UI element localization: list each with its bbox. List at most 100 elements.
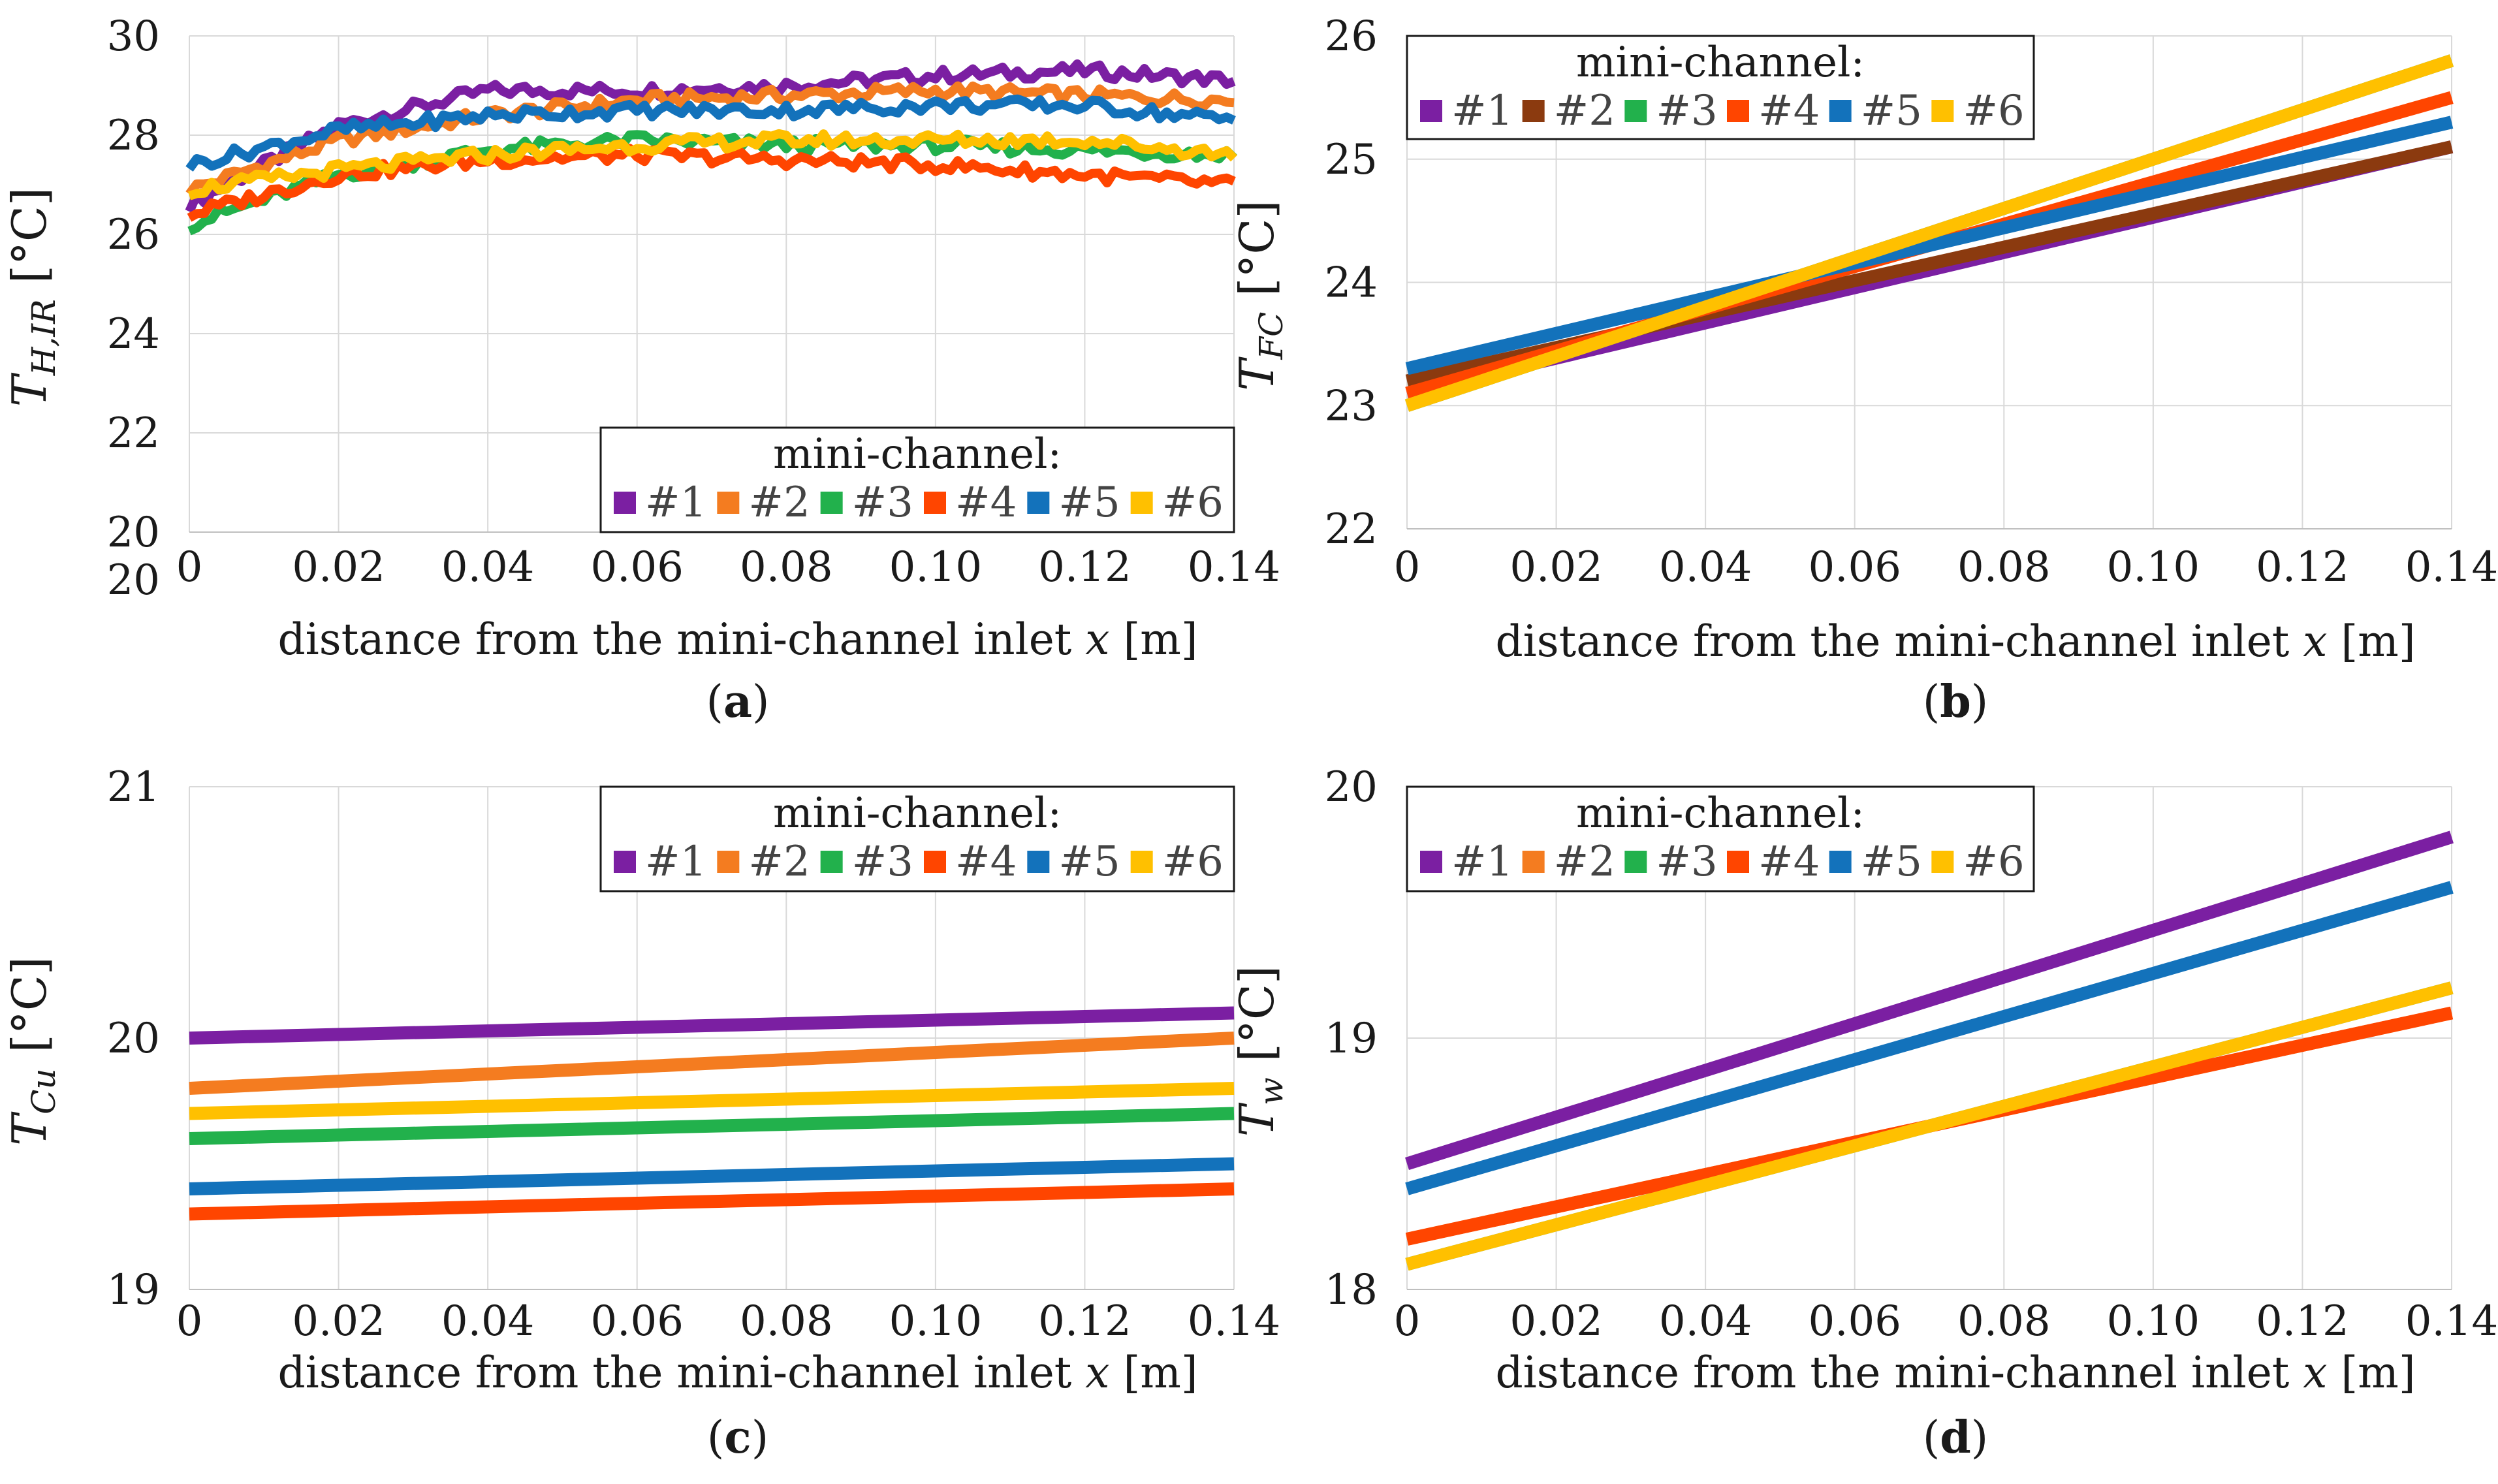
series-line-6 — [1405, 981, 2454, 1271]
series-line-4 — [189, 1182, 1235, 1221]
y-tick-label: 22 — [1325, 505, 1378, 554]
legend-swatch — [1420, 100, 1442, 122]
legend-label: #1 — [1451, 838, 1513, 886]
legend-swatch — [1130, 851, 1153, 873]
y-tick-label: 20 — [107, 1015, 160, 1063]
legend-label: #5 — [1861, 838, 1922, 886]
y-axis-title-symbol: T — [1229, 356, 1284, 391]
x-axis-title-text: distance from the mini-channel inlet — [1495, 1348, 2303, 1398]
y-axis-title-symbol: T — [2, 372, 57, 407]
legend-swatch — [1522, 100, 1545, 122]
legend-label: #4 — [1758, 838, 1820, 886]
series-line-6 — [189, 1082, 1235, 1120]
legend-title: mini-channel: — [773, 789, 1062, 838]
x-tick-label: 0.04 — [441, 1297, 535, 1346]
x-axis-title-text: distance from the mini-channel inlet — [1495, 616, 2303, 667]
y-tick-label: 19 — [107, 1266, 160, 1314]
panel-letter: d — [1940, 1412, 1971, 1464]
legend-label: #3 — [852, 838, 913, 886]
series-line-3 — [189, 1107, 1235, 1145]
x-tick-label: 0.12 — [2256, 1297, 2349, 1346]
x-tick-label: 0.06 — [590, 1297, 684, 1346]
panel-label: (b) — [1923, 676, 1989, 728]
legend-box — [599, 785, 1235, 892]
x-tick-label: 0.02 — [1510, 543, 1603, 592]
y-tick-label: 26 — [1325, 12, 1378, 61]
x-axis-title-var: x — [2303, 616, 2327, 667]
x-axis-title: distance from the mini-channel inlet x [… — [277, 1348, 1197, 1398]
y-axis-title-subscript: w — [1252, 1077, 1290, 1105]
series-line-6 — [1404, 54, 2454, 412]
x-tick-label: 0.04 — [1659, 543, 1752, 592]
legend-label: #4 — [955, 838, 1017, 886]
legend-label: #4 — [1758, 87, 1820, 135]
legend-label: #6 — [1162, 838, 1224, 886]
series-line-1 — [1405, 830, 2454, 1171]
x-axis-title-unit: [m] — [1110, 1348, 1198, 1398]
x-tick-label: 0.12 — [1038, 543, 1131, 592]
x-tick-label: 0.02 — [1510, 1297, 1603, 1346]
legend-label: #2 — [1554, 87, 1615, 135]
legend-box — [1406, 785, 2035, 892]
series-line-5 — [1405, 881, 2454, 1195]
legend-swatch — [1829, 851, 1852, 873]
y-axis-title-subscript: H,IR — [25, 299, 63, 376]
legend-swatch — [924, 851, 946, 873]
x-axis-title-var: x — [1085, 614, 1109, 665]
y-axis-title-unit: [°C] — [1229, 200, 1284, 296]
legend: mini-channel: #1 #2 #3 #4 #5 #6 — [1406, 785, 2035, 892]
legend-swatch — [614, 851, 636, 873]
x-tick-label: 0.08 — [1957, 543, 2051, 592]
y-axis-title: TCu [°C] — [2, 956, 63, 1146]
series-line-3 — [187, 130, 1237, 236]
x-tick-label: 0.08 — [740, 543, 833, 592]
legend-label: #1 — [1451, 87, 1513, 135]
x-axis-title-unit: [m] — [1110, 614, 1198, 665]
x-axis-title-var: x — [1085, 1348, 1109, 1398]
y-tick-label: 25 — [1325, 136, 1378, 184]
legend-box — [599, 426, 1235, 533]
x-axis-title-text: distance from the mini-channel inlet — [277, 1348, 1085, 1398]
y-tick-label: 20 — [1325, 763, 1378, 812]
x-tick-label: 0.08 — [1957, 1297, 2051, 1346]
y-tick-label: 22 — [107, 409, 160, 458]
legend-label: #1 — [645, 838, 706, 886]
x-tick-label: 0.10 — [2107, 543, 2200, 592]
y-tick-label: 23 — [1325, 382, 1378, 430]
y-tick-label: 19 — [1325, 1015, 1378, 1063]
legend: mini-channel: #1 #2 #3 #4 #5 #6 — [599, 426, 1235, 533]
y-axis-title: Tw [°C] — [1229, 966, 1290, 1137]
series-line-2 — [189, 1032, 1235, 1095]
x-axis-title-text: distance from the mini-channel inlet — [277, 614, 1085, 665]
x-tick-label: 0.12 — [2256, 543, 2349, 592]
series-line-5 — [189, 1157, 1235, 1195]
y-axis-title-subscript: FC — [1252, 312, 1290, 360]
panel-label: (c) — [707, 1412, 768, 1464]
panel-letter: b — [1940, 676, 1971, 728]
series-line-5 — [1405, 116, 2454, 375]
legend-swatch — [717, 492, 740, 514]
x-tick-label: 0.10 — [889, 543, 983, 592]
x-tick-label: 0.04 — [441, 543, 535, 592]
panel-letter: a — [723, 676, 752, 728]
x-tick-label: 0 — [1394, 543, 1421, 592]
legend-swatch — [1727, 851, 1749, 873]
x-axis-title-unit: [m] — [2328, 616, 2416, 667]
y-axis-title-unit: [°C] — [2, 187, 57, 283]
legend-swatch — [1420, 851, 1442, 873]
y-tick-label: 28 — [107, 112, 160, 160]
y-tick-label: 24 — [1325, 259, 1378, 308]
legend-label: #4 — [955, 479, 1017, 527]
legend-label: #3 — [852, 479, 913, 527]
legend-title: mini-channel: — [1576, 39, 1865, 87]
legend-swatch — [1027, 851, 1050, 873]
series-line-2 — [185, 81, 1235, 197]
legend-label: #2 — [748, 838, 810, 886]
x-tick-label: 0.12 — [1038, 1297, 1131, 1346]
x-tick-label: 0 — [176, 543, 203, 592]
y-tick-label: 21 — [107, 763, 160, 812]
legend-swatch — [924, 492, 946, 514]
legend-swatch — [1931, 851, 1954, 873]
legend-label: #3 — [1656, 87, 1717, 135]
